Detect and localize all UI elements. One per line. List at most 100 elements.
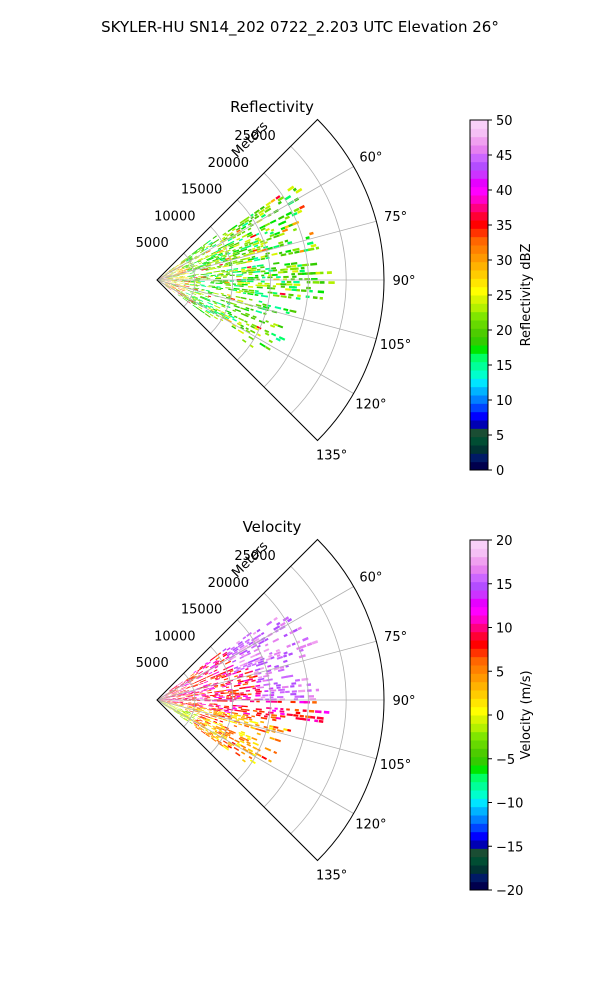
colorbar-tick-label: 0	[496, 464, 504, 479]
radar-gate	[276, 655, 284, 660]
radar-gate	[202, 665, 207, 669]
radar-gate	[254, 290, 259, 293]
radar-gate	[258, 676, 263, 679]
radar-gate	[247, 248, 252, 252]
radar-gate	[237, 680, 244, 683]
radar-gate	[266, 284, 271, 287]
radar-gate	[244, 241, 251, 245]
radar-gate	[271, 691, 275, 694]
radar-gate	[273, 651, 281, 656]
radar-gate	[213, 238, 220, 243]
radar-gate	[181, 265, 187, 269]
radar-gate	[290, 267, 296, 271]
radar-gate	[203, 306, 208, 309]
radar-gate	[185, 298, 191, 302]
radar-gate	[183, 281, 191, 283]
radar-gate	[173, 283, 179, 286]
radar-gate	[285, 283, 293, 286]
radar-gate	[197, 702, 202, 704]
radar-gate	[209, 656, 216, 662]
radar-gate	[172, 697, 177, 699]
radar-gate	[205, 295, 210, 298]
radar-gate	[205, 299, 211, 302]
radar-gate	[177, 681, 183, 686]
radar-gate	[171, 702, 178, 705]
radar-gate	[264, 241, 268, 244]
radar-gate	[222, 651, 228, 656]
radar-gate	[239, 655, 245, 660]
radar-gate	[201, 261, 208, 264]
radar-gate	[273, 244, 280, 249]
radar-gate	[204, 700, 211, 702]
colorbar-tick-label: 45	[496, 149, 513, 164]
radar-gate	[180, 261, 186, 265]
radar-gate	[222, 648, 227, 652]
radar-gate	[167, 280, 174, 282]
radar-gate	[250, 233, 257, 239]
colorbar-swatch	[470, 270, 488, 279]
radar-gate	[273, 667, 280, 671]
radar-gate	[188, 262, 192, 265]
radar-gate	[212, 695, 217, 697]
radar-gate	[219, 689, 227, 692]
radar-gate	[222, 276, 227, 278]
theta-tick-label: 135°	[316, 869, 347, 884]
radar-gate	[245, 282, 251, 284]
colorbar-tick-label: 30	[496, 254, 513, 269]
radar-gate	[181, 694, 186, 696]
colorbar-tick-label: 20	[496, 324, 513, 339]
radar-gate	[193, 670, 197, 674]
colorbar-swatch	[470, 228, 488, 238]
radar-gate	[259, 667, 265, 670]
radar-gate	[273, 322, 280, 327]
radar-gate	[200, 714, 206, 717]
theta-tick-label: 75°	[384, 630, 407, 645]
radar-gate	[179, 701, 184, 703]
colorbar-swatch	[470, 328, 488, 338]
colorbar-tick-label: −20	[496, 884, 523, 899]
radar-gate	[292, 286, 297, 289]
radar-gate	[231, 325, 237, 330]
radar-gate	[232, 689, 239, 692]
radar-gate	[217, 252, 223, 256]
radar-gate	[223, 255, 227, 258]
radar-gate	[207, 291, 214, 294]
radar-gate	[245, 307, 250, 310]
radar-gate	[238, 238, 243, 242]
azimuth-line	[156, 220, 377, 281]
radar-gate	[213, 682, 219, 685]
radar-gate	[272, 273, 278, 276]
radar-gate	[175, 285, 180, 288]
radar-gate	[179, 276, 184, 278]
radar-gate	[255, 723, 260, 727]
radar-gate	[202, 277, 209, 279]
radar-gate	[299, 714, 305, 718]
colorbar-swatch	[470, 598, 488, 608]
radar-gate	[251, 323, 258, 328]
radar-gate	[308, 709, 315, 713]
radar-gate	[180, 682, 186, 686]
radar-gate	[186, 715, 191, 719]
radar-gate	[210, 260, 217, 264]
radar-gate	[224, 705, 230, 708]
radar-gate	[163, 697, 170, 699]
radar-gate	[211, 286, 219, 289]
colorbar-swatch	[470, 615, 488, 624]
radar-gate	[231, 227, 236, 232]
radar-gate	[218, 674, 226, 678]
radar-gate	[207, 732, 212, 736]
radar-gate	[240, 751, 246, 755]
radar-gate	[251, 679, 256, 682]
radar-gate	[185, 264, 189, 267]
radar-gate	[198, 726, 205, 731]
radar-gate	[221, 294, 227, 297]
radar-gate	[293, 207, 300, 213]
radar-gate	[266, 678, 273, 682]
radar-gate	[185, 265, 190, 268]
radar-gate	[254, 659, 261, 664]
radar-gate	[174, 695, 181, 698]
radar-gate	[225, 681, 231, 685]
radar-gate	[272, 718, 277, 722]
radar-gate	[253, 209, 260, 215]
radar-gate	[234, 308, 242, 313]
